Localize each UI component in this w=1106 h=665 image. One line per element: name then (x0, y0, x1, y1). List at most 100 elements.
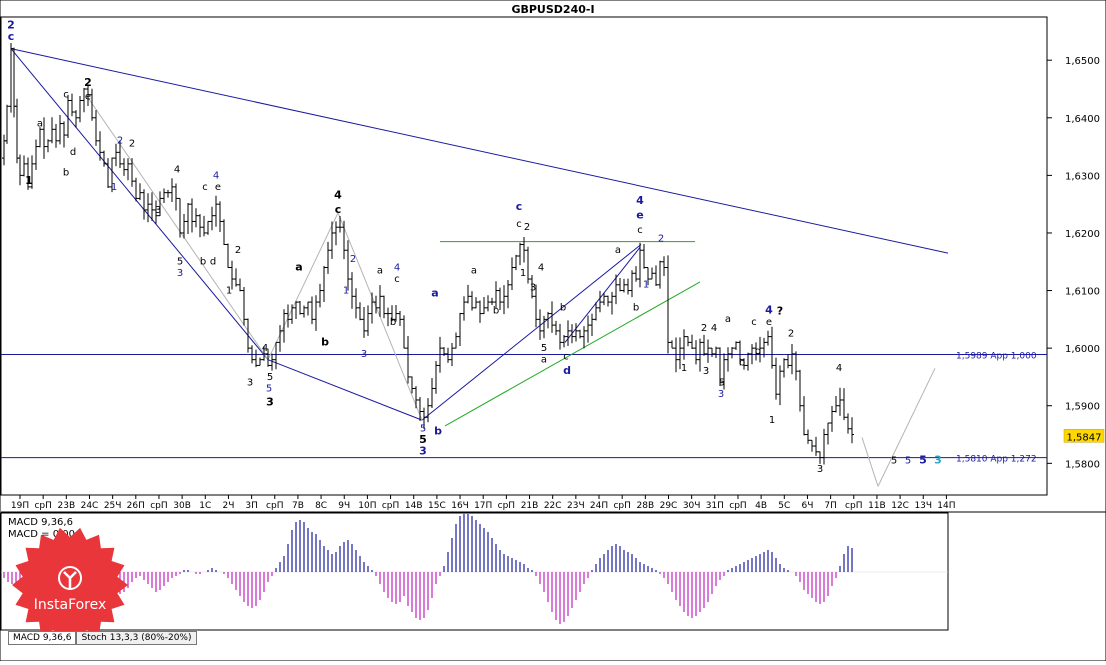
wave-label: c (8, 30, 15, 43)
y-tick-label: 1,6100 (1065, 287, 1100, 298)
wave-label: e (215, 182, 221, 193)
wave-label: a (377, 265, 383, 276)
wave-label: d (210, 257, 216, 268)
x-tick-label: 5С (778, 501, 790, 511)
wave-label: 5 (267, 372, 273, 383)
wave-label: 5 (891, 455, 897, 466)
wave-label: 1 (111, 182, 117, 193)
wave-label: b (633, 303, 639, 314)
y-axis: 1,6500 1,6400 1,6300 1,6200 1,6100 1,6000 1,59… (1047, 56, 1100, 470)
x-tick-label: срП (845, 501, 862, 511)
x-tick-label: 10П (358, 501, 376, 511)
wave-label: 3 (419, 445, 427, 458)
horizontal-levels: 1,5989 App 1,000 1,5810 App 1,272 (1, 351, 1047, 465)
x-tick-label: 17П (474, 501, 492, 511)
wave-label: d (755, 346, 761, 357)
wave-label: 4 (213, 170, 219, 181)
x-axis: 19П срП 23В 24С 25Ч 26П срП 30В 1С 2Ч 3П срП 7В 8С 9Ч 1… (11, 495, 956, 511)
wave-label: b (493, 306, 499, 317)
chart-title: GBPUSD240-I (511, 3, 594, 16)
x-tick-label: 24С (81, 501, 99, 511)
wave-label: 2 (701, 323, 707, 334)
x-tick-label: срП (34, 501, 51, 511)
trend-line (10, 48, 949, 254)
x-tick-label: 6Ч (802, 501, 814, 511)
x-tick-label: 30Ч (683, 501, 701, 511)
x-tick-label: 1С (199, 501, 211, 511)
macd-panel[interactable] (0, 512, 949, 631)
wave-label: b (200, 257, 206, 268)
x-tick-label: 25Ч (104, 501, 122, 511)
wave-label: 2 (129, 139, 135, 150)
wave-label: 5 (919, 453, 927, 466)
wave-label: c (516, 200, 523, 213)
macd-legend-params: MACD 9,36,6 (8, 517, 73, 528)
wave-label: b (63, 167, 69, 178)
wave-label: 3 (177, 268, 183, 279)
x-tick-label: 21В (521, 501, 539, 511)
wave-label: 1 (681, 363, 687, 374)
wave-label: 2 (350, 254, 356, 265)
x-tick-label: 22С (544, 501, 562, 511)
wave-label: 5 (177, 257, 183, 268)
wave-label: 3 (361, 349, 367, 360)
wave-label: c (335, 203, 342, 216)
x-tick-label: 7П (824, 501, 837, 511)
instaforex-logo: InstaForex (12, 527, 128, 643)
wave-label: 2 (658, 234, 664, 245)
wave-label: 4 (836, 363, 842, 374)
x-tick-label: 4В (755, 501, 767, 511)
x-tick-label: 23В (58, 501, 76, 511)
trend-line (10, 48, 269, 360)
wave-label: 3 (155, 205, 161, 216)
wave-label: 1 (226, 285, 232, 296)
x-tick-label: 16Ч (451, 501, 469, 511)
wave-label: b (434, 425, 442, 438)
wave-label: c (637, 225, 643, 236)
wave-label: 2 (117, 136, 123, 147)
wave-label: 1 (343, 285, 349, 296)
tab-stoch[interactable]: Stoch 13,3,3 (80%-20%) (76, 631, 197, 645)
wave-label: b (560, 303, 566, 314)
trend-line (877, 368, 936, 487)
x-tick-label: 29С (660, 501, 678, 511)
tab-macd[interactable]: MACD 9,36,6 (8, 631, 77, 645)
x-tick-label: 9Ч (338, 501, 350, 511)
wave-label: a (431, 286, 438, 299)
wave-label: c (394, 274, 400, 285)
y-tick-label: 1,6500 (1065, 56, 1100, 67)
y-tick-label: 1,6400 (1065, 114, 1100, 125)
wave-label: 5 (419, 433, 427, 446)
x-tick-label: 12С (891, 501, 909, 511)
indicator-tabs: MACD 9,36,6 Stoch 13,3,3 (80%-20%) (8, 631, 197, 645)
wave-label: 2 (524, 222, 530, 233)
macd-histogram (1, 514, 948, 624)
wave-label: 3 (703, 366, 709, 377)
wave-label: a (541, 355, 547, 366)
x-tick-label: 19П (11, 501, 29, 511)
y-tick-label: 1,6000 (1065, 344, 1100, 355)
trend-line (861, 437, 879, 487)
wave-label: c (563, 352, 569, 363)
x-tick-label: 7В (292, 501, 304, 511)
wave-label: 4 (636, 194, 644, 207)
wave-label: b (390, 317, 396, 328)
wave-label: 5 (541, 343, 547, 354)
x-tick-label: 24П (590, 501, 608, 511)
current-price-label: 1,5847 (1067, 432, 1102, 443)
wave-label: 5 (420, 424, 426, 435)
x-tick-label: 14В (405, 501, 423, 511)
wave-label: a (615, 245, 621, 256)
level-label: 1,5810 App 1,272 (956, 455, 1037, 465)
logo-text: InstaForex (34, 597, 107, 613)
y-tick-label: 1,6200 (1065, 229, 1100, 240)
wave-label: d (563, 364, 571, 377)
wave-label: 2 (235, 245, 241, 256)
wave-label: 4 (538, 262, 544, 273)
x-tick-label: 31П (706, 501, 724, 511)
x-tick-label: 14П (937, 501, 955, 511)
wave-label: a (295, 260, 302, 273)
x-tick-label: срП (498, 501, 515, 511)
